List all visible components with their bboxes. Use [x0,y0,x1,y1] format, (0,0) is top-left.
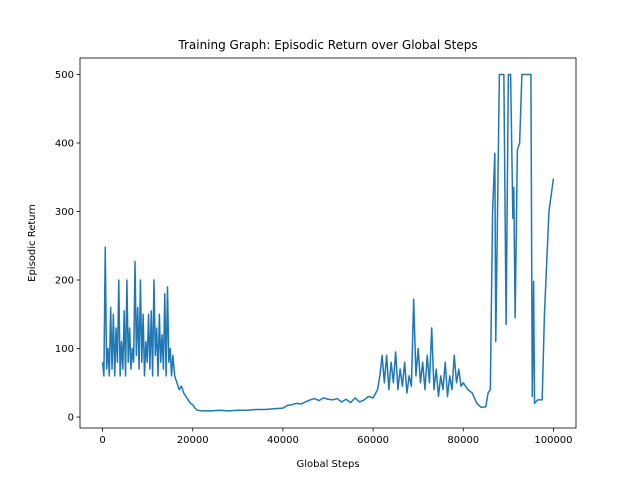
chart-title: Training Graph: Episodic Return over Glo… [177,38,477,52]
y-tick-label: 300 [55,207,74,218]
x-tick-label: 60000 [357,435,389,446]
y-tick-label: 400 [55,138,74,149]
y-axis-label: Episodic Return [27,204,38,282]
y-tick-label: 0 [68,413,74,424]
axes-frame [79,57,577,429]
x-tick-label: 40000 [267,435,299,446]
x-tick-label: 80000 [447,435,479,446]
y-tick-label: 100 [55,344,74,355]
y-tick-label: 500 [55,70,74,81]
y-tick-label: 200 [55,276,74,287]
series-line [101,73,555,412]
x-axis-label: Global Steps [296,459,359,470]
x-tick-label: 0 [99,435,105,446]
x-tick-label: 20000 [177,435,209,446]
x-tick-label: 100000 [534,435,572,446]
